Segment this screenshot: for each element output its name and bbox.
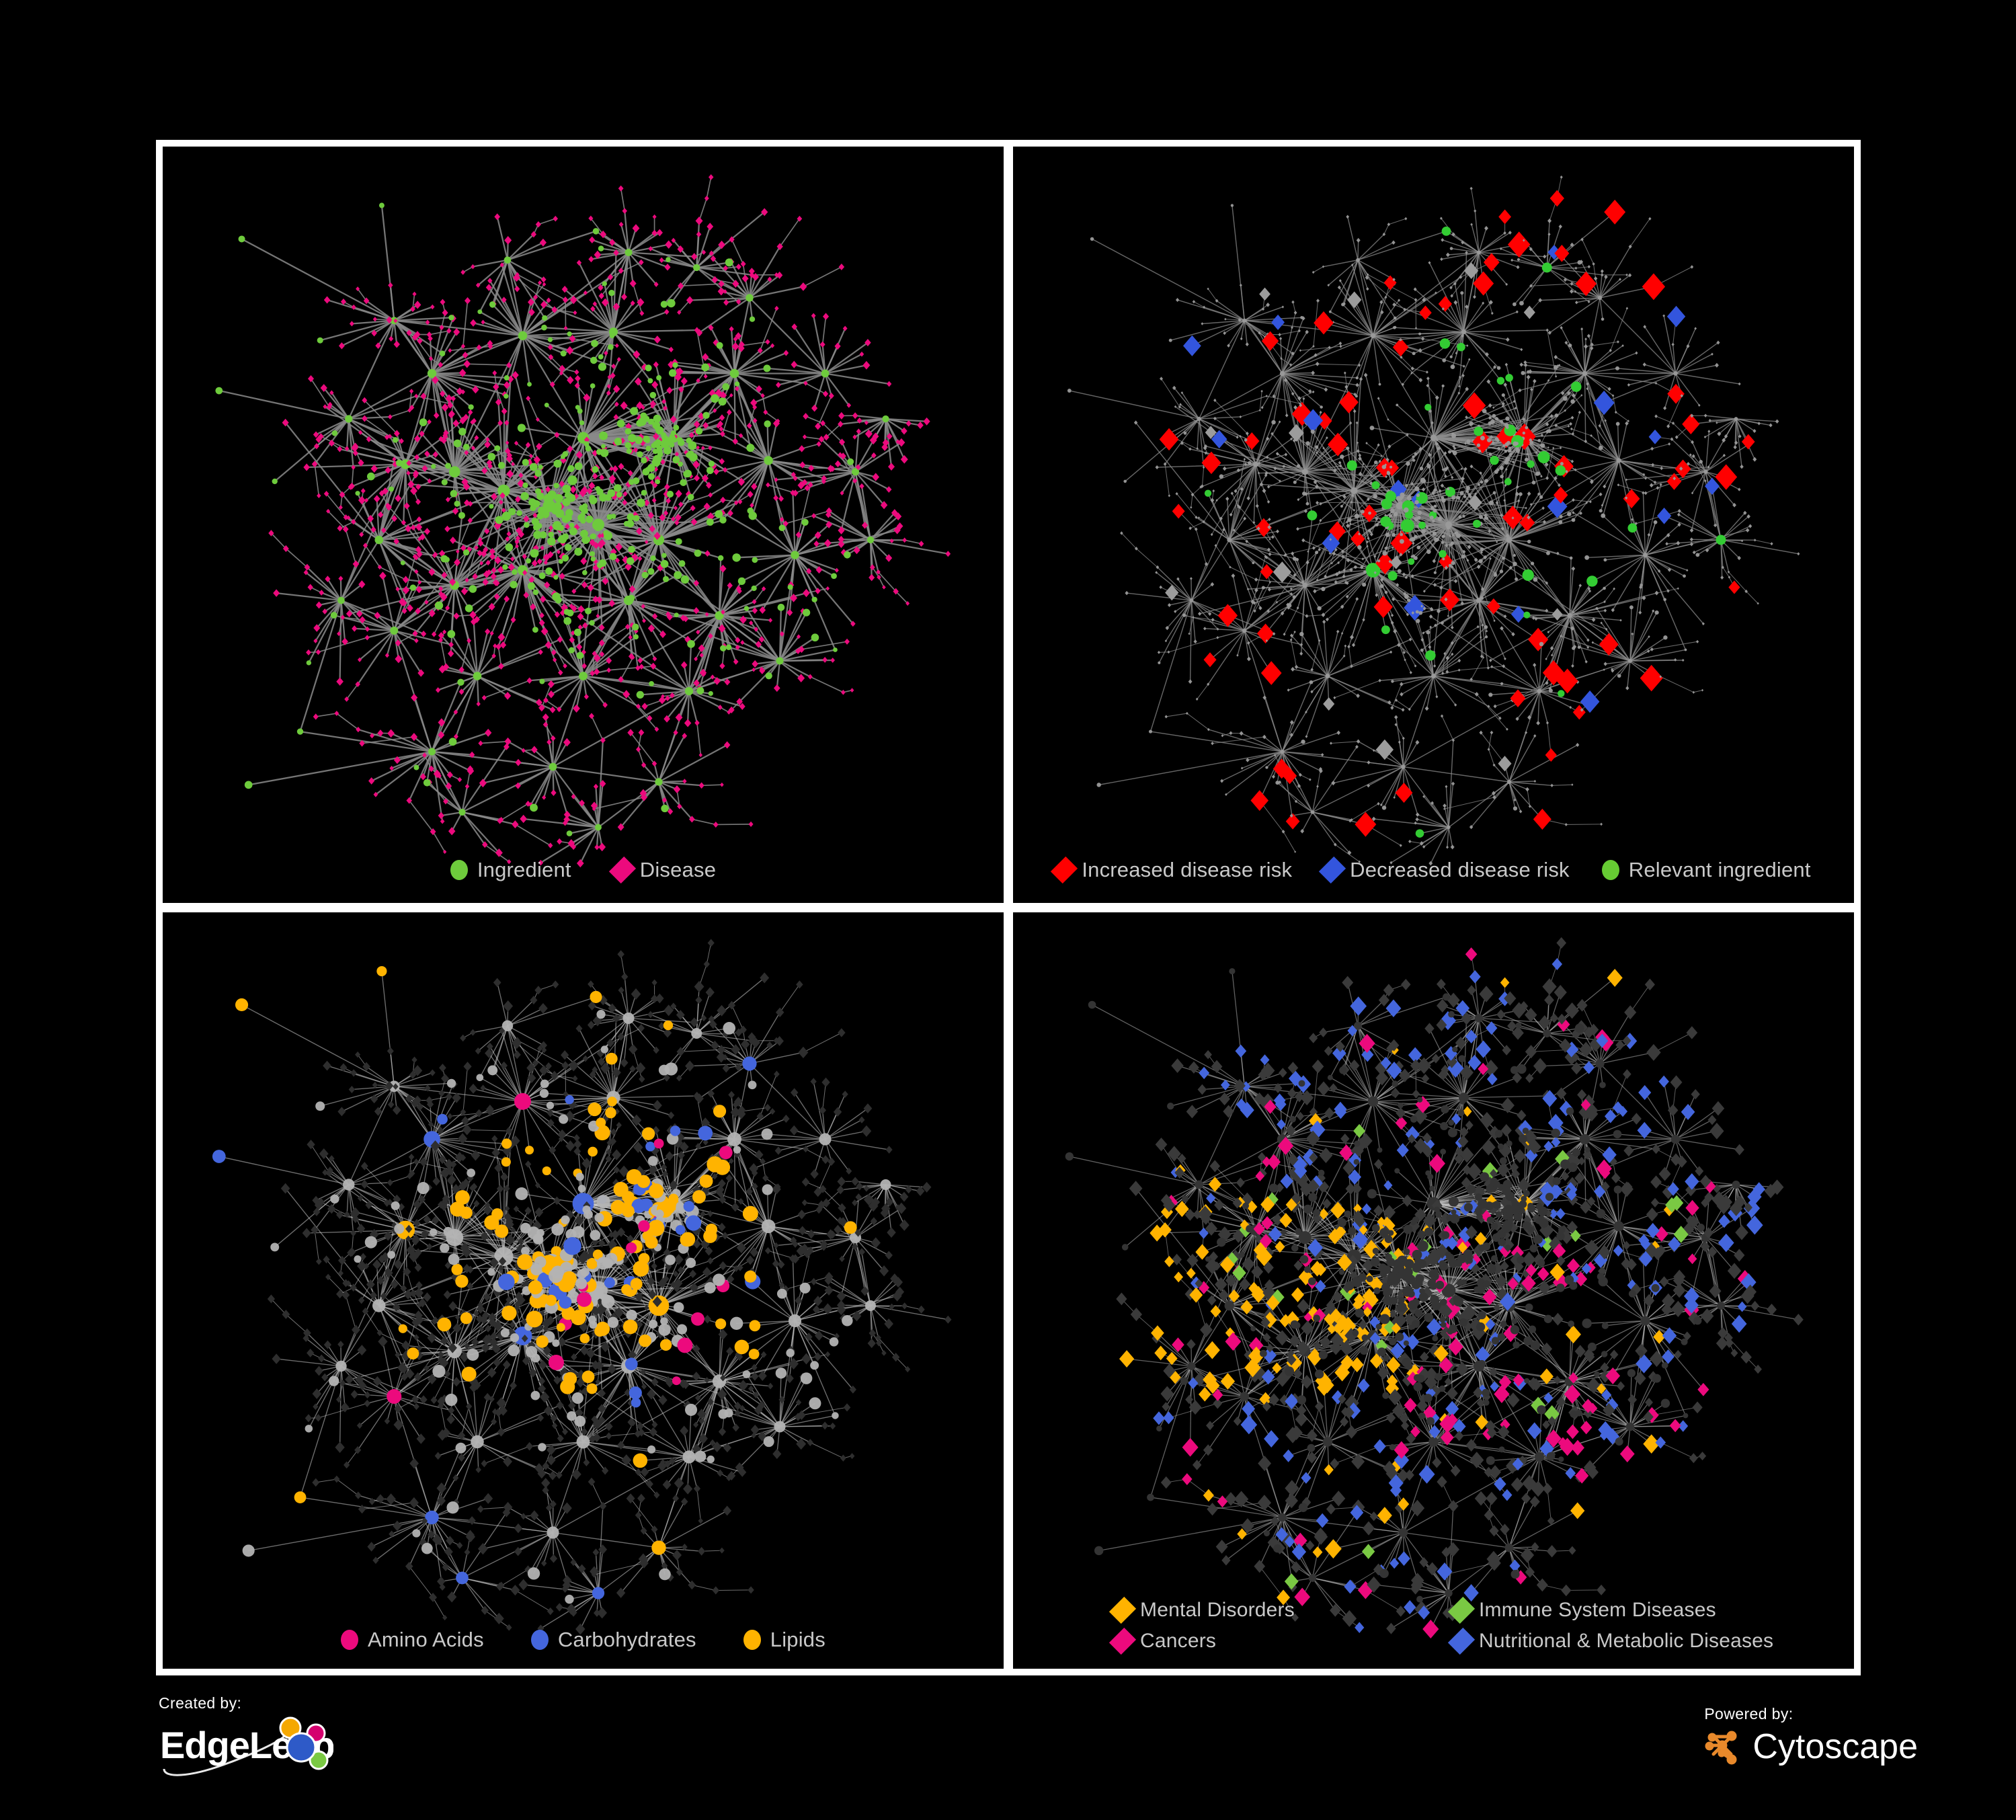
- node-layer: [212, 939, 952, 1635]
- legend-label-lipids: Lipids: [770, 1628, 825, 1651]
- panel-disease-risk[interactable]: Increased disease risk Decreased disease…: [1013, 147, 1854, 903]
- legend-item-lipids[interactable]: Lipids: [743, 1629, 825, 1650]
- legend-panel-4: Mental Disorders Immune System Diseases …: [1108, 1596, 1827, 1655]
- legend-item-carbohydrates[interactable]: Carbohydrates: [530, 1628, 696, 1651]
- legend-item-mental-disorders[interactable]: Mental Disorders: [1108, 1596, 1430, 1624]
- network-svg-3: [212, 939, 952, 1635]
- footer-created-by: Created by: EdgeLeap: [159, 1694, 333, 1778]
- panel-ingredient-disease[interactable]: Ingredient Disease: [163, 147, 1004, 903]
- legend-item-decreased-risk[interactable]: Decreased disease risk: [1319, 856, 1570, 883]
- legend-marker-immune-system-diseases-icon: [1447, 1596, 1476, 1624]
- cytoscape-logo-icon: [1705, 1731, 1737, 1765]
- legend-marker-lipids-icon: [743, 1629, 761, 1650]
- node-layer: [1065, 937, 1804, 1639]
- legend-marker-relevant-ingredient-icon: [1601, 859, 1619, 880]
- footer-right-kicker: Powered by:: [1704, 1705, 1793, 1723]
- panel-nutrient-class[interactable]: Amino Acids Carbohydrates Lipids: [163, 912, 1004, 1669]
- legend-label-mental-disorders: Mental Disorders: [1140, 1599, 1295, 1621]
- network-svg-4: [1065, 937, 1804, 1639]
- footer-left-kicker: Created by:: [159, 1694, 242, 1712]
- legend-item-nutritional-metabolic-diseases[interactable]: Nutritional & Metabolic Diseases: [1447, 1627, 1773, 1655]
- footer-powered-by: Powered by: Cytoscape: [1704, 1705, 1918, 1766]
- legend-marker-decreased-risk-icon: [1319, 856, 1346, 883]
- legend-label-ingredient: Ingredient: [477, 858, 571, 881]
- legend-marker-amino-acids-icon: [341, 1629, 359, 1650]
- legend-label-cancers: Cancers: [1140, 1630, 1217, 1652]
- legend-item-amino-acids[interactable]: Amino Acids: [341, 1629, 484, 1650]
- legend-item-ingredient[interactable]: Ingredient: [450, 859, 571, 880]
- node-layer: [215, 174, 951, 868]
- legend-marker-increased-risk-icon: [1051, 856, 1078, 883]
- legend-label-carbohydrates: Carbohydrates: [557, 1628, 696, 1651]
- panel-grid: Ingredient Disease Increased disease ris…: [156, 140, 1861, 1675]
- legend-marker-disease-icon: [608, 856, 636, 883]
- cytoscape-brand[interactable]: Cytoscape: [1704, 1727, 1918, 1766]
- network-canvas-1[interactable]: [163, 147, 1004, 903]
- edgeleap-brand[interactable]: EdgeLeap: [159, 1716, 333, 1778]
- legend-panel-1: Ingredient Disease: [163, 856, 1004, 883]
- legend-panel-3: Amino Acids Carbohydrates Lipids: [163, 1629, 1004, 1650]
- edgeleap-logo-icon: EdgeLeap: [160, 1716, 333, 1776]
- legend-label-immune-system-diseases: Immune System Diseases: [1479, 1599, 1716, 1621]
- legend-item-immune-system-diseases[interactable]: Immune System Diseases: [1447, 1596, 1769, 1624]
- legend-item-relevant-ingredient[interactable]: Relevant ingredient: [1601, 858, 1811, 881]
- network-canvas-4[interactable]: [1013, 912, 1854, 1669]
- legend-label-disease: Disease: [639, 858, 717, 881]
- legend-label-increased-risk: Increased disease risk: [1082, 858, 1293, 881]
- network-canvas-2[interactable]: [1013, 147, 1854, 903]
- legend-item-increased-risk[interactable]: Increased disease risk: [1051, 856, 1293, 883]
- legend-marker-ingredient-icon: [450, 859, 468, 880]
- legend-label-amino-acids: Amino Acids: [368, 1628, 484, 1651]
- network-canvas-3[interactable]: [163, 912, 1004, 1669]
- legend-label-relevant-ingredient: Relevant ingredient: [1628, 858, 1811, 881]
- network-svg-2: [1067, 175, 1800, 866]
- cytoscape-wordmark: Cytoscape: [1752, 1727, 1918, 1766]
- node-layer: [1067, 175, 1800, 866]
- legend-panel-2: Increased disease risk Decreased disease…: [1013, 856, 1854, 883]
- legend-item-disease[interactable]: Disease: [608, 856, 717, 883]
- legend-label-nutritional-metabolic-diseases: Nutritional & Metabolic Diseases: [1479, 1630, 1774, 1652]
- legend-marker-nutritional-metabolic-diseases-icon: [1447, 1627, 1476, 1655]
- panel-disease-class[interactable]: Mental Disorders Immune System Diseases …: [1013, 912, 1854, 1669]
- legend-marker-carbohydrates-icon: [530, 1629, 549, 1650]
- legend-item-cancers[interactable]: Cancers: [1108, 1627, 1430, 1655]
- network-svg-1: [215, 174, 951, 868]
- legend-label-decreased-risk: Decreased disease risk: [1350, 858, 1570, 881]
